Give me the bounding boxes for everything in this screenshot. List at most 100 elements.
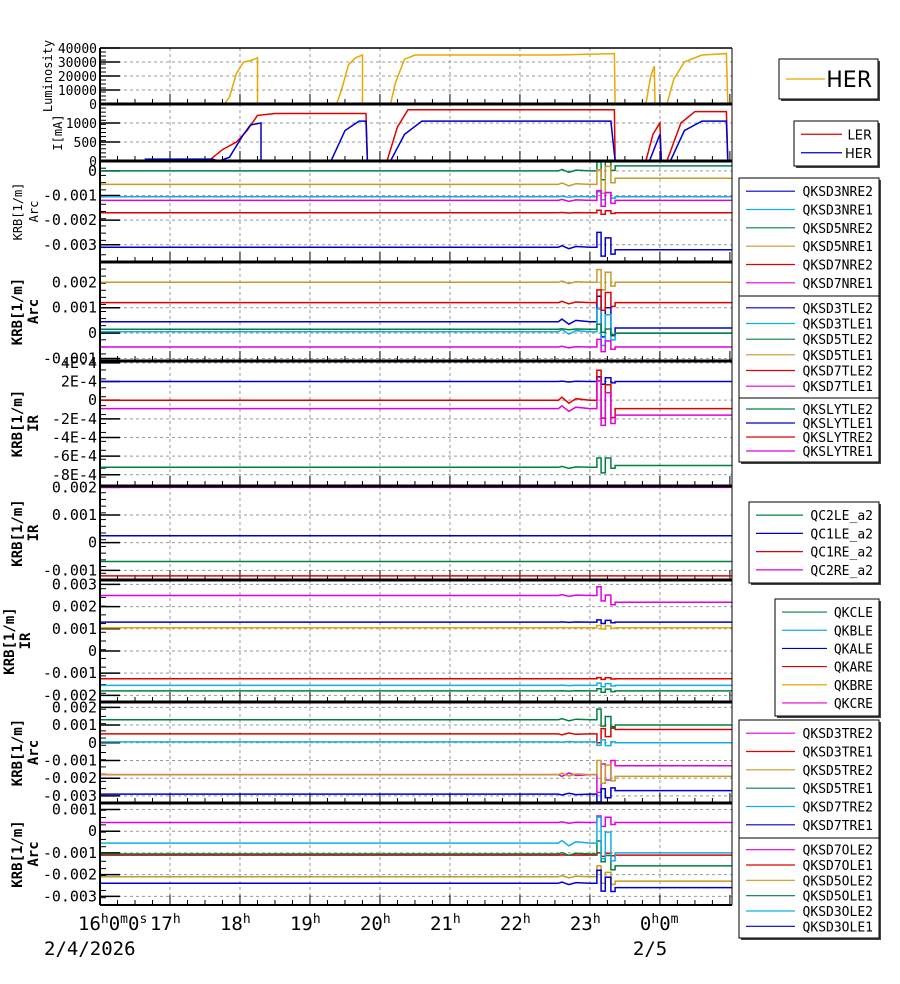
legend-4: QKSD3TLE2QKSD3TLE1QKSD5TLE2QKSD5TLE1QKSD… bbox=[738, 295, 881, 400]
legend-item: QKSD5TRE2 bbox=[746, 764, 873, 779]
y-tick-label: 500 bbox=[74, 136, 97, 151]
series-line-qkale bbox=[100, 619, 732, 625]
legend-label: QKCRE bbox=[834, 697, 873, 712]
series-line-qksd3nre1 bbox=[100, 191, 732, 201]
series-line-qksd7tle1 bbox=[100, 338, 732, 353]
series-line-qkslytle1 bbox=[100, 376, 732, 386]
legend-label: QKSD3TRE2 bbox=[803, 727, 873, 742]
legend-item: QKSLYTLE2 bbox=[746, 403, 873, 418]
y-axis-label: KRB[1/m] bbox=[2, 607, 18, 674]
series-line-qkare bbox=[100, 676, 732, 681]
y-axis-label: KRB[1/m] bbox=[10, 719, 26, 786]
legend-7: QKCLE QKBLE QKALE QKARE QKBRE QKCRE bbox=[774, 598, 881, 718]
legend-label: QKSD7TRE1 bbox=[803, 819, 873, 834]
legend-item: QKSD5TRE1 bbox=[746, 782, 873, 797]
legend-item: QC2RE_a2 bbox=[756, 564, 873, 579]
y-tick-label: 0.003 bbox=[52, 575, 97, 593]
y-tick-label: 2E-4 bbox=[61, 373, 97, 391]
y-tick-label: 0 bbox=[88, 734, 97, 752]
series-line-qksd3nre2 bbox=[100, 231, 732, 257]
legend-label: QKSLYTLE2 bbox=[803, 403, 873, 418]
legend-item: QKSD3TLE2 bbox=[746, 302, 873, 317]
y-tick-label: 40000 bbox=[58, 42, 97, 57]
legend-label: QKSD5TRE1 bbox=[803, 782, 873, 797]
y-tick-label: 0 bbox=[89, 155, 97, 170]
panel-4: 0.002 0.001 0 -0.001 KRB[1/m] Arc bbox=[10, 260, 733, 367]
y-axis-label-sub: Arc bbox=[27, 201, 41, 223]
y-tick-label: 0.002 bbox=[52, 598, 97, 616]
y-tick-label: -2E-4 bbox=[52, 410, 97, 428]
series-line-qksd7tle2 bbox=[100, 289, 732, 311]
legend-item: QKBLE bbox=[782, 624, 873, 639]
panel-3: 0 -0.001 -0.002 -0.003 KRB[1/m] Arc bbox=[11, 159, 733, 263]
y-axis-label-sub: IR bbox=[26, 524, 42, 541]
y-tick-label: 0.002 bbox=[52, 478, 97, 496]
y-tick-label: 0 bbox=[88, 642, 97, 660]
legend-label: QKSD7OLE1 bbox=[803, 859, 873, 874]
legend-item: QKBRE bbox=[782, 679, 873, 694]
y-tick-label: 0 bbox=[88, 391, 97, 409]
x-date-label: 2/4/2026 bbox=[44, 938, 136, 960]
y-tick-label: 0 bbox=[88, 534, 97, 552]
y-tick-label: 20000 bbox=[58, 70, 97, 85]
series-line-qksd5ole2 bbox=[100, 865, 732, 886]
series-line-qksd5tle1 bbox=[100, 268, 732, 291]
legend-box bbox=[774, 598, 880, 717]
legend-item: QKALE bbox=[782, 642, 873, 657]
y-tick-label: 0.001 bbox=[52, 801, 97, 819]
legend-item: HER bbox=[801, 147, 872, 162]
legend-label: QC1RE_a2 bbox=[810, 546, 873, 561]
legend-label: QKSD5NRE1 bbox=[803, 240, 873, 255]
legend-label: QKSD5TLE1 bbox=[803, 349, 873, 364]
legend-label: QKSD3TLE1 bbox=[803, 318, 873, 333]
y-tick-label: 0.001 bbox=[52, 620, 97, 638]
y-tick-label: 1000 bbox=[66, 117, 97, 132]
legend-item: QKSD7TLE1 bbox=[746, 380, 873, 395]
y-tick-label: 0 bbox=[88, 324, 97, 342]
legend-item: QKSD3NRE1 bbox=[746, 204, 873, 219]
y-axis-label-sub: Arc bbox=[26, 299, 42, 324]
y-tick-label: -0.003 bbox=[43, 236, 97, 254]
legend-item: QKSD7NRE2 bbox=[746, 259, 873, 274]
legend-item: QKCRE bbox=[782, 697, 873, 712]
x-tick-label: 17h bbox=[150, 912, 181, 936]
legend-label: QKSD5TRE2 bbox=[803, 764, 873, 779]
x-tick-label: 22h bbox=[500, 912, 531, 936]
x-tick-label: 23h bbox=[570, 912, 601, 936]
legend-label: QKARE bbox=[834, 661, 873, 676]
y-axis-label: KRB[1/m] bbox=[10, 390, 26, 457]
series-line-qksd7ole2 bbox=[100, 815, 732, 828]
series-line-qksd5tre1 bbox=[100, 708, 732, 729]
legend-label: QKSD5NRE2 bbox=[803, 222, 873, 237]
y-axis-label: KRB[1/m] bbox=[10, 278, 26, 345]
y-tick-label: 0.002 bbox=[52, 273, 97, 291]
y-tick-label: 30000 bbox=[58, 56, 97, 71]
legend-item: QKSLYTRE2 bbox=[746, 431, 873, 446]
series-line-qksd3ole2 bbox=[100, 816, 732, 862]
y-axis-label: I[mA] bbox=[51, 114, 65, 150]
legend-item: QKSD5TLE1 bbox=[746, 349, 873, 364]
legend-item: HER bbox=[786, 68, 872, 93]
x-tick-label: 21h bbox=[430, 912, 461, 936]
y-tick-label: 0 bbox=[88, 162, 97, 180]
y-tick-label: -0.001 bbox=[43, 664, 97, 682]
series-line-qksd7nre1 bbox=[100, 189, 732, 208]
y-axis-label: KRB[1/m] bbox=[10, 820, 26, 887]
legend-box bbox=[738, 837, 880, 939]
x-tick-label: 0h0m bbox=[640, 912, 679, 936]
x-date-label: 2/5 bbox=[633, 938, 667, 960]
legend-label: QKSD7TLE1 bbox=[803, 380, 873, 395]
y-axis-label-sub: IR bbox=[26, 415, 42, 432]
x-tick-label: 19h bbox=[290, 912, 321, 936]
y-tick-label: 0.001 bbox=[52, 716, 97, 734]
legend-label: LER bbox=[848, 128, 873, 143]
panel-5: 4E-42E-40-2E-4-4E-4-6E-4-8E-4 KRB[1/m] IR bbox=[10, 354, 733, 487]
series-line-ler bbox=[100, 108, 732, 162]
legend-label: QKSD7NRE1 bbox=[803, 277, 873, 292]
legend-item: QKCLE bbox=[782, 606, 873, 621]
legend-label: QC2RE_a2 bbox=[810, 564, 873, 579]
legend-item: QKSD3TRE2 bbox=[746, 727, 873, 742]
y-tick-label: 4E-4 bbox=[61, 354, 97, 372]
